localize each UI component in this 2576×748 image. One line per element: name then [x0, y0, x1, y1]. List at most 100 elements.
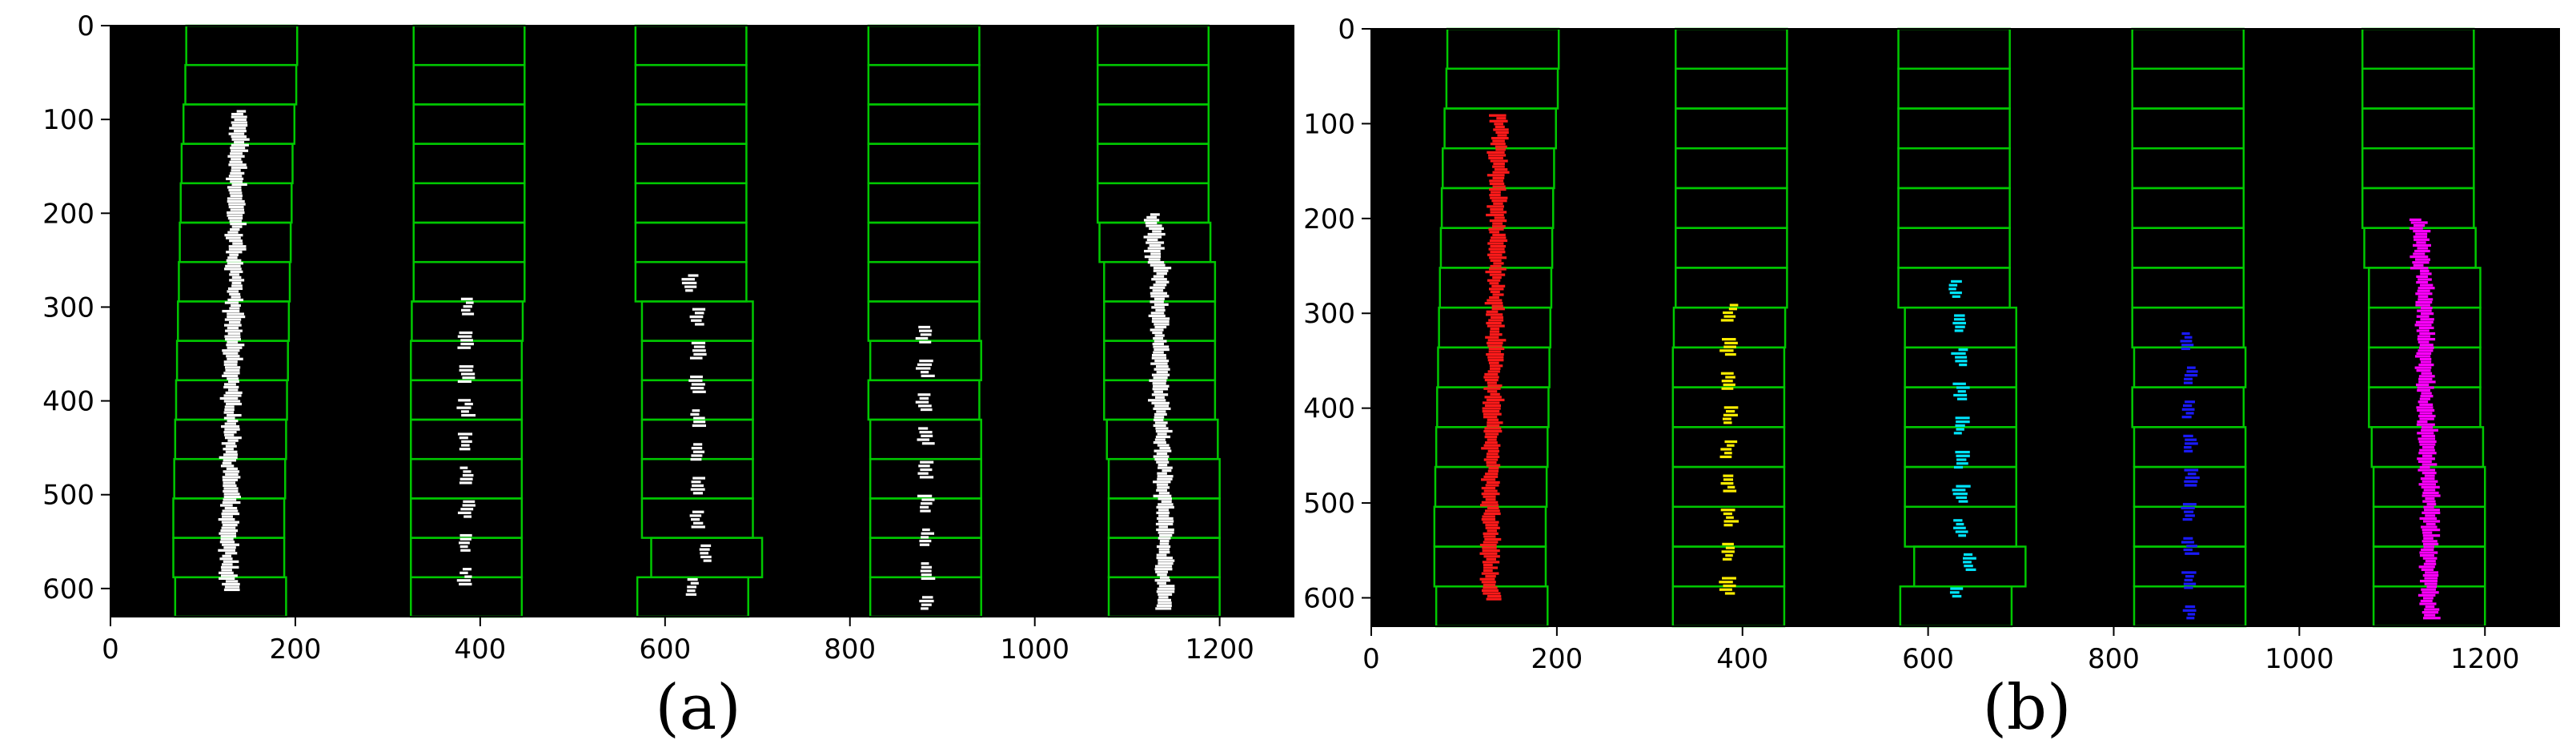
lane-pixel — [921, 434, 933, 437]
lane-pixel — [1151, 393, 1169, 396]
lane-pixel — [1483, 495, 1496, 498]
lane-pixel — [230, 270, 243, 273]
lane-pixel — [1486, 398, 1505, 402]
lane-pixel — [1154, 390, 1163, 393]
lane-pixel — [227, 327, 239, 330]
lane-pixel — [219, 577, 235, 580]
lane-pixel — [227, 214, 243, 217]
lane-pixel — [228, 321, 241, 324]
lane-pixel — [1487, 299, 1503, 302]
lane-pixel — [692, 390, 706, 393]
lane-pixel — [457, 380, 471, 383]
lane-pixel — [1723, 584, 1736, 588]
lane-pixel — [2417, 338, 2436, 341]
lane-pixel — [687, 589, 696, 593]
lane-pixel — [227, 262, 243, 265]
lane-pixel — [2416, 383, 2430, 387]
lane-pixel — [1486, 321, 1502, 325]
lane-pixel — [1158, 585, 1175, 588]
lane-pixel — [227, 413, 242, 417]
lane-pixel — [460, 410, 469, 413]
lane-pixel — [2424, 474, 2435, 477]
lane-pixel — [1492, 233, 1506, 236]
lane-pixel — [229, 279, 245, 282]
lane-pixel — [1156, 505, 1174, 509]
lane-pixel — [685, 289, 693, 292]
lane-pixel — [2181, 332, 2190, 336]
lane-pixel — [231, 158, 242, 161]
lane-pixel — [2423, 505, 2434, 509]
lane-pixel — [1158, 464, 1168, 467]
lane-pixel — [1952, 321, 1966, 325]
lane-pixel — [1719, 349, 1734, 352]
lane-pixel — [1487, 359, 1504, 362]
lane-pixel — [919, 539, 932, 543]
lane-1 — [172, 24, 299, 618]
lane-pixel — [1956, 485, 1971, 488]
lane-pixel — [227, 388, 239, 392]
lane-pixel — [223, 411, 235, 414]
lane-pixel — [2417, 289, 2430, 292]
lane-pixel — [1152, 230, 1162, 233]
lane-pixel — [2424, 582, 2438, 585]
lane-pixel — [919, 599, 934, 603]
lane-pixel — [919, 360, 933, 363]
lane-pixel — [1483, 569, 1493, 573]
lane-pixel — [2425, 571, 2438, 574]
lane-pixel — [1724, 341, 1738, 344]
y-tick-label: 0 — [77, 10, 94, 42]
lane-pixel — [1154, 438, 1166, 441]
lane-pixel — [224, 506, 238, 510]
lane-pixel — [1487, 356, 1504, 359]
lane-pixel — [1484, 302, 1503, 305]
lane-pixel — [703, 559, 712, 562]
lane-pixel — [1492, 171, 1510, 174]
lane-pixel — [2418, 278, 2432, 281]
lane-pixel — [463, 305, 472, 308]
lane-pixel — [2417, 388, 2431, 392]
lane-pixel — [457, 346, 471, 349]
lane-pixel — [1150, 263, 1166, 267]
lane-pixel — [224, 408, 235, 412]
lane-pixel — [1491, 304, 1503, 308]
lane-pixel — [459, 448, 471, 451]
lane-pixel — [1158, 525, 1169, 529]
lane-pixel — [459, 481, 472, 485]
lane-pixel — [1486, 460, 1497, 464]
lane-pixel — [1483, 566, 1499, 569]
lane-pixel — [1956, 420, 1970, 424]
lane-pixel — [1723, 413, 1738, 416]
lane-pixel — [1156, 272, 1167, 275]
lane-pixel — [1483, 412, 1502, 416]
x-tick-label: 1000 — [1000, 633, 1069, 666]
lane-pixel — [1482, 410, 1500, 413]
lane-pixel — [1482, 546, 1497, 549]
lane-pixel — [1949, 292, 1962, 295]
lane-pixel — [1159, 539, 1170, 543]
lane-pixel — [1158, 598, 1172, 601]
lane-pixel — [1493, 262, 1504, 265]
lane-pixel — [1489, 296, 1499, 300]
lane-pixel — [1489, 231, 1499, 234]
panel-caption: (b) — [1983, 672, 2072, 744]
lane-pixel — [1487, 339, 1507, 342]
lane-pixel — [221, 512, 240, 516]
lane-pixel — [1721, 380, 1733, 383]
lane-pixel — [1487, 344, 1503, 348]
lane-pixel — [462, 376, 475, 380]
lane-pixel — [687, 577, 698, 581]
lane-pixel — [462, 504, 475, 507]
axes-frame — [1370, 28, 2560, 627]
lane-pixel — [691, 319, 702, 322]
lane-pixel — [2419, 403, 2434, 406]
lane-pixel — [2414, 366, 2432, 369]
lane-pixel — [223, 400, 241, 403]
lane-pixel — [1490, 211, 1507, 214]
lane-pixel — [227, 199, 245, 203]
lane-pixel — [223, 383, 236, 386]
lane-pixel — [692, 484, 704, 488]
lane-pixel — [700, 552, 709, 555]
lane-pixel — [219, 456, 238, 459]
lane-pixel — [230, 208, 245, 211]
lane-pixel — [1147, 261, 1165, 264]
